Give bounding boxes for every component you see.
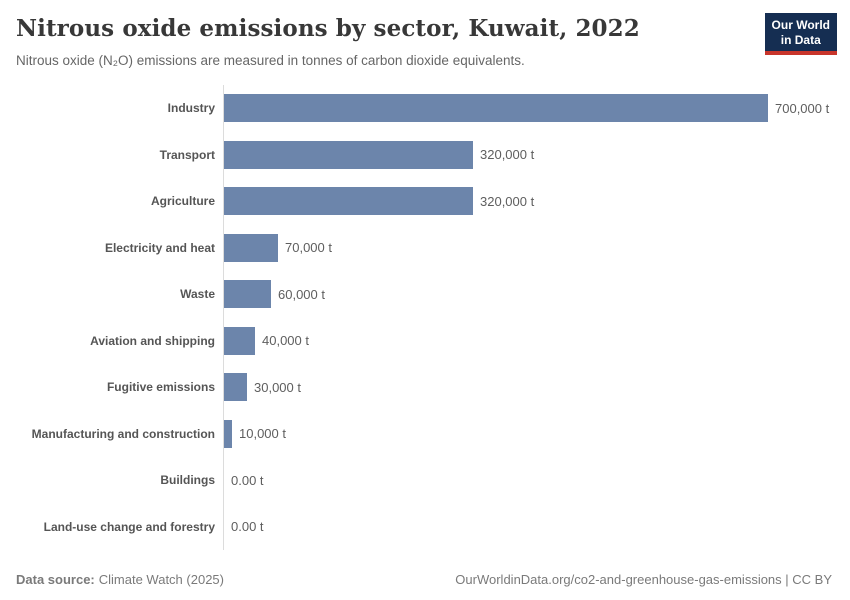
data-source-value: Climate Watch (2025) — [98, 572, 224, 587]
value-label: 320,000 t — [480, 193, 535, 209]
category-label: Transport — [159, 147, 215, 162]
chart-row: Manufacturing and construction 10,000 t — [16, 410, 832, 457]
value-label: 60,000 t — [278, 286, 325, 302]
category-label: Waste — [180, 287, 215, 302]
value-label: 30,000 t — [254, 379, 301, 395]
data-source: Data source: Climate Watch (2025) — [16, 572, 224, 587]
chart-header: Nitrous oxide emissions by sector, Kuwai… — [0, 0, 850, 85]
owid-logo-line2: in Data — [780, 33, 821, 48]
bar-chart: Industry 700,000 t Transport 320,000 t Agric… — [16, 85, 832, 550]
value-label: 0.00 t — [231, 472, 264, 488]
chart-row: Waste 60,000 t — [16, 271, 832, 318]
bar[interactable] — [224, 419, 232, 448]
value-label: 700,000 t — [775, 100, 830, 116]
chart-footer: Data source: Climate Watch (2025) OurWorl… — [16, 572, 832, 587]
chart-row: Electricity and heat 70,000 t — [16, 224, 832, 271]
bar[interactable] — [224, 373, 247, 402]
bar[interactable] — [224, 140, 473, 169]
chart-row: Industry 700,000 t — [16, 85, 832, 132]
value-label: 320,000 t — [480, 147, 535, 163]
bar-track: 60,000 t — [223, 271, 832, 318]
owid-logo-line1: Our World — [771, 18, 830, 32]
chart-title: Nitrous oxide emissions by sector, Kuwai… — [16, 15, 640, 42]
bar-track: 0.00 t — [223, 457, 832, 504]
attribution-link[interactable]: OurWorldinData.org/co2-and-greenhouse-ga… — [455, 572, 832, 587]
chart-row: Fugitive emissions 30,000 t — [16, 364, 832, 411]
bar-track: 70,000 t — [223, 224, 832, 271]
chart-row: Agriculture 320,000 t — [16, 178, 832, 225]
value-label: 0.00 t — [231, 519, 264, 535]
category-label: Land-use change and forestry — [43, 519, 215, 534]
bar-track: 320,000 t — [223, 178, 832, 225]
chart-subtitle: Nitrous oxide (N₂O) emissions are measur… — [16, 53, 525, 68]
chart-row: Aviation and shipping 40,000 t — [16, 317, 832, 364]
value-label: 40,000 t — [262, 333, 309, 349]
chart-row: Land-use change and forestry 0.00 t — [16, 503, 832, 550]
bar-track: 30,000 t — [223, 364, 832, 411]
bar-track: 700,000 t — [223, 85, 832, 132]
chart-row: Transport 320,000 t — [16, 131, 832, 178]
bar[interactable] — [224, 187, 473, 216]
bar-track: 0.00 t — [223, 503, 832, 550]
owid-logo[interactable]: Our World in Data — [764, 13, 837, 56]
bar-track: 10,000 t — [223, 410, 832, 457]
bar[interactable] — [224, 326, 255, 355]
bar[interactable] — [224, 280, 271, 309]
value-label: 70,000 t — [285, 240, 332, 256]
category-label: Agriculture — [150, 194, 215, 209]
category-label: Electricity and heat — [104, 240, 215, 255]
bar-track: 320,000 t — [223, 131, 832, 178]
bar[interactable] — [224, 94, 768, 123]
category-label: Industry — [167, 101, 215, 116]
category-label: Fugitive emissions — [106, 380, 215, 395]
data-source-label: Data source: — [16, 572, 95, 587]
category-label: Buildings — [160, 473, 215, 488]
bar-track: 40,000 t — [223, 317, 832, 364]
value-label: 10,000 t — [239, 426, 286, 442]
category-label: Manufacturing and construction — [31, 426, 215, 441]
chart-row: Buildings 0.00 t — [16, 457, 832, 504]
bar[interactable] — [224, 233, 278, 262]
category-label: Aviation and shipping — [90, 333, 215, 348]
